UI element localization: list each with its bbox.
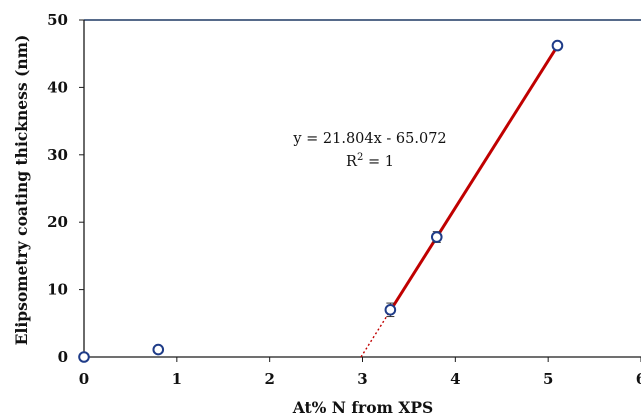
- y-axis-title: Elipsometry coating thickness (nm): [12, 35, 31, 346]
- y-tick-label: 30: [47, 146, 68, 164]
- x-tick-label: 2: [264, 370, 274, 388]
- y-tick-label: 20: [47, 213, 68, 231]
- data-point: [152, 343, 165, 356]
- x-tick-label: 0: [79, 370, 89, 388]
- y-tick-label: 10: [47, 281, 68, 299]
- x-tick-label: 5: [543, 370, 553, 388]
- r-squared-prefix: R: [346, 154, 358, 170]
- data-points-layer: [78, 39, 564, 363]
- x-tick-label: 3: [357, 370, 367, 388]
- data-point: [78, 351, 90, 363]
- x-tick-label: 1: [172, 370, 182, 388]
- r-squared-superscript: 2: [357, 152, 363, 163]
- data-point: [430, 231, 443, 243]
- x-axis-ticks: 0 1 2 3 4 5 6: [79, 357, 641, 388]
- trendline-layer: [360, 45, 559, 358]
- trendline-equation: y = 21.804x - 65.072: [292, 131, 446, 147]
- y-tick-label: 0: [58, 348, 68, 366]
- trendline: [389, 45, 559, 312]
- y-tick-label: 50: [47, 11, 68, 29]
- trendline-extrapolation: [360, 310, 391, 358]
- data-point: [384, 304, 397, 316]
- r-squared-label: R2 = 1: [346, 152, 394, 170]
- x-tick-label: 6: [636, 370, 641, 388]
- y-axis-ticks: 0 10 20 30 40 50: [47, 11, 84, 366]
- x-axis-title: At% N from XPS: [292, 398, 433, 417]
- r-squared-suffix: = 1: [363, 154, 394, 170]
- data-point: [551, 39, 564, 52]
- x-tick-label: 4: [450, 370, 460, 388]
- plot-frame: [83, 19, 641, 358]
- y-tick-label: 40: [47, 78, 68, 96]
